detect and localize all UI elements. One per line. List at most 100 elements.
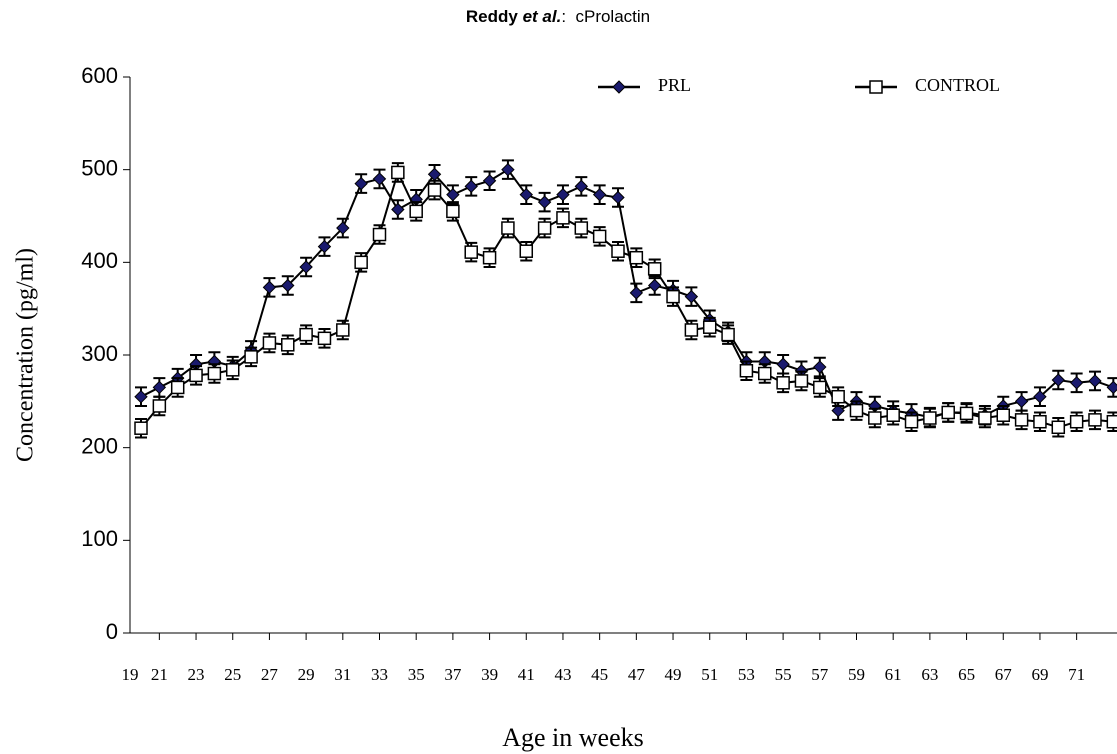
- series-line: [140, 169, 1114, 429]
- data-point: [611, 244, 625, 258]
- data-point: [886, 408, 900, 422]
- x-tick-label: 61: [885, 665, 902, 684]
- data-point: [501, 162, 515, 177]
- data-point: [244, 350, 258, 364]
- x-tick-label: 33: [371, 665, 388, 684]
- data-point: [831, 403, 845, 418]
- x-tick-label: 63: [921, 665, 938, 684]
- data-point: [666, 289, 680, 304]
- data-point: [776, 357, 790, 371]
- data-point: [262, 280, 277, 295]
- legend-marker: [612, 80, 626, 94]
- x-tick-label: 27: [261, 665, 279, 684]
- data-point: [1088, 374, 1102, 388]
- data-point: [501, 221, 515, 235]
- data-point: [299, 260, 313, 274]
- data-point: [849, 403, 864, 418]
- data-point: [556, 211, 570, 225]
- data-point: [1033, 389, 1047, 404]
- data-point: [629, 286, 644, 300]
- data-point: [409, 204, 423, 219]
- x-tick-label: 29: [298, 665, 315, 684]
- data-point: [446, 187, 460, 202]
- x-tick-label: 67: [995, 665, 1013, 684]
- data-point: [813, 360, 827, 374]
- x-tick-label: 23: [188, 665, 205, 684]
- data-point: [317, 239, 332, 254]
- data-point: [647, 262, 662, 276]
- data-point: [996, 408, 1011, 422]
- data-point: [482, 250, 497, 265]
- chart-title: Reddy et al.: cProlactin: [466, 7, 650, 26]
- x-tick-label: 19: [122, 665, 139, 684]
- data-point: [556, 187, 570, 202]
- data-point: [592, 229, 607, 244]
- data-point: [1088, 413, 1102, 427]
- data-point: [152, 380, 167, 395]
- legend-marker: [869, 80, 883, 94]
- data-point: [537, 221, 552, 235]
- data-point: [1014, 413, 1029, 427]
- data-point: [336, 221, 350, 235]
- data-point: [446, 204, 460, 219]
- data-point: [1033, 414, 1047, 429]
- x-tick-label: 35: [408, 665, 425, 684]
- data-point: [170, 380, 185, 395]
- data-point: [1051, 420, 1066, 435]
- data-point: [1069, 414, 1084, 429]
- x-tick-label: 53: [738, 665, 755, 684]
- data-point: [758, 366, 772, 381]
- x-tick-label: 47: [628, 665, 646, 684]
- data-point: [739, 364, 754, 378]
- data-point: [519, 187, 533, 202]
- data-point: [923, 411, 937, 425]
- data-point: [702, 320, 717, 334]
- x-tick-label: 39: [481, 665, 498, 684]
- x-tick-label: 31: [334, 665, 351, 684]
- data-point: [831, 389, 845, 404]
- data-point: [1106, 414, 1117, 429]
- data-point: [464, 179, 478, 194]
- x-tick-label: 65: [958, 665, 975, 684]
- x-tick-label: 45: [591, 665, 608, 684]
- y-axis-label: Concentration (pg/ml): [13, 248, 39, 462]
- data-point: [592, 187, 607, 202]
- x-tick-label: 51: [701, 665, 718, 684]
- data-point: [721, 327, 735, 342]
- x-tick-label: 21: [151, 665, 168, 684]
- data-point: [391, 202, 405, 217]
- data-point: [794, 374, 809, 388]
- data-point: [519, 244, 534, 258]
- data-point: [134, 421, 148, 435]
- data-point: [684, 323, 699, 337]
- data-point: [152, 399, 167, 413]
- data-point: [904, 414, 919, 429]
- data-point: [611, 190, 625, 205]
- data-point: [629, 250, 644, 265]
- x-tick-label: 57: [811, 665, 829, 684]
- data-point: [574, 221, 589, 235]
- data-point: [959, 406, 974, 421]
- y-tick-label: 400: [81, 248, 118, 273]
- y-tick-label: 500: [81, 155, 118, 180]
- data-point: [281, 338, 295, 352]
- data-point: [391, 165, 405, 180]
- data-point: [427, 183, 442, 197]
- data-point: [1014, 394, 1029, 409]
- data-point: [941, 405, 955, 420]
- x-tick-label: 55: [775, 665, 792, 684]
- y-tick-label: 200: [81, 433, 118, 458]
- data-point: [207, 366, 222, 381]
- data-point: [354, 255, 368, 270]
- data-point: [813, 380, 827, 395]
- data-point: [1106, 380, 1117, 395]
- y-tick-label: 100: [81, 526, 118, 551]
- data-point: [978, 411, 992, 425]
- data-point: [281, 278, 295, 293]
- title-part: Reddy: [466, 7, 519, 26]
- data-point: [225, 363, 240, 377]
- y-tick-label: 0: [106, 619, 118, 644]
- data-point: [537, 195, 552, 209]
- legend-label: CONTROL: [915, 75, 1000, 95]
